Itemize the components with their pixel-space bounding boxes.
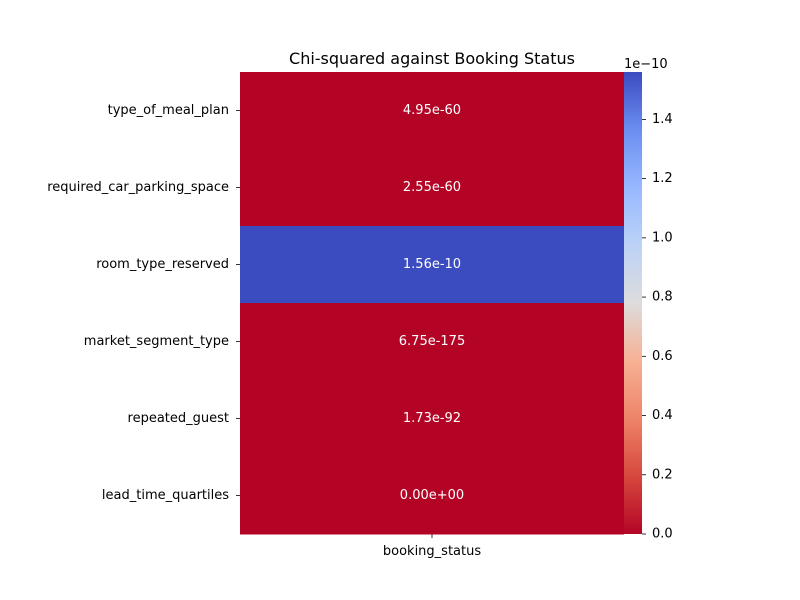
colorbar: 1e−10 0.0 0.2 0.4 0.6 0.8 1.0 1.2 1.4	[624, 57, 673, 542]
colorbar-ticks: 0.0 0.2 0.4 0.6 0.8 1.0 1.2 1.4	[642, 112, 673, 542]
colorbar-tick-label: 0.8	[652, 290, 673, 305]
colorbar-tick-label: 1.0	[652, 230, 673, 245]
cell-annotations: 4.95e-60 2.55e-60 1.56e-10 6.75e-175 1.73e-9…	[399, 103, 465, 503]
heatmap-cell-required_car_parking_space	[240, 149, 624, 227]
heatmap-cell-type_of_meal_plan	[240, 72, 624, 150]
colorbar-tick-label: 0.0	[652, 527, 673, 542]
y-tick-label-required_car_parking_space: required_car_parking_space	[47, 180, 229, 195]
colorbar-gradient	[624, 72, 642, 534]
x-tick-label-booking_status: booking_status	[383, 544, 481, 559]
y-axis: type_of_meal_plan required_car_parking_sp…	[47, 103, 240, 503]
y-tick-label-market_segment_type: market_segment_type	[84, 334, 229, 349]
y-tick-label-repeated_guest: repeated_guest	[128, 411, 229, 426]
heatmap-cell-room_type_reserved	[240, 226, 624, 304]
y-tick-label-room_type_reserved: room_type_reserved	[96, 257, 229, 272]
y-tick-label-type_of_meal_plan: type_of_meal_plan	[108, 103, 229, 118]
cell-annotation-repeated_guest: 1.73e-92	[403, 411, 461, 426]
cell-annotation-market_segment_type: 6.75e-175	[399, 334, 465, 349]
colorbar-multiplier: 1e−10	[624, 57, 668, 72]
heatmap-cell-market_segment_type	[240, 303, 624, 381]
cell-annotation-type_of_meal_plan: 4.95e-60	[403, 103, 461, 118]
colorbar-tick-label: 1.4	[652, 112, 673, 127]
cell-annotation-room_type_reserved: 1.56e-10	[403, 257, 461, 272]
cell-annotation-lead_time_quartiles: 0.00e+00	[400, 488, 464, 503]
heatmap-cell-repeated_guest	[240, 380, 624, 458]
y-tick-label-lead_time_quartiles: lead_time_quartiles	[102, 488, 229, 503]
colorbar-tick-label: 1.2	[652, 171, 673, 186]
colorbar-tick-label: 0.4	[652, 408, 673, 423]
heatmap-cells	[240, 72, 624, 535]
cell-annotation-required_car_parking_space: 2.55e-60	[403, 180, 461, 195]
colorbar-tick-label: 0.2	[652, 467, 673, 482]
colorbar-tick-label: 0.6	[652, 349, 673, 364]
x-axis: booking_status	[383, 534, 481, 559]
heatmap-cell-lead_time_quartiles	[240, 457, 624, 535]
chart-title: Chi-squared against Booking Status	[289, 49, 575, 68]
